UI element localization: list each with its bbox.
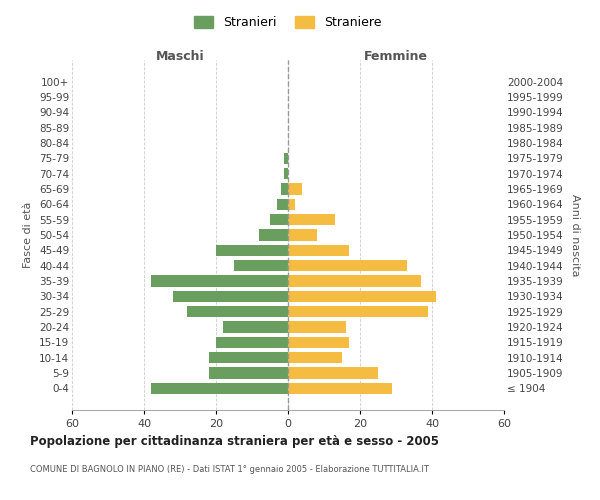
Bar	[288, 336, 349, 348]
Bar	[209, 368, 288, 379]
Bar	[288, 306, 428, 318]
Bar	[288, 290, 436, 302]
Bar	[270, 214, 288, 226]
Y-axis label: Anni di nascita: Anni di nascita	[570, 194, 580, 276]
Bar	[288, 214, 335, 226]
Bar	[288, 229, 317, 241]
Text: COMUNE DI BAGNOLO IN PIANO (RE) - Dati ISTAT 1° gennaio 2005 - Elaborazione TUTT: COMUNE DI BAGNOLO IN PIANO (RE) - Dati I…	[30, 465, 429, 474]
Bar	[151, 276, 288, 287]
Bar	[281, 183, 288, 194]
Bar	[288, 322, 346, 333]
Text: Femmine: Femmine	[364, 50, 428, 64]
Bar	[288, 198, 295, 210]
Bar	[288, 260, 407, 272]
Bar	[277, 198, 288, 210]
Y-axis label: Fasce di età: Fasce di età	[23, 202, 34, 268]
Bar	[288, 183, 302, 194]
Bar	[284, 168, 288, 179]
Bar	[288, 276, 421, 287]
Bar	[234, 260, 288, 272]
Text: Popolazione per cittadinanza straniera per età e sesso - 2005: Popolazione per cittadinanza straniera p…	[30, 435, 439, 448]
Bar	[216, 244, 288, 256]
Bar	[288, 382, 392, 394]
Bar	[209, 352, 288, 364]
Legend: Stranieri, Straniere: Stranieri, Straniere	[190, 11, 386, 34]
Bar	[216, 336, 288, 348]
Bar	[259, 229, 288, 241]
Bar	[288, 352, 342, 364]
Text: Maschi: Maschi	[155, 50, 205, 64]
Bar	[223, 322, 288, 333]
Bar	[288, 244, 349, 256]
Bar	[151, 382, 288, 394]
Bar	[187, 306, 288, 318]
Bar	[284, 152, 288, 164]
Bar	[173, 290, 288, 302]
Bar	[288, 368, 378, 379]
